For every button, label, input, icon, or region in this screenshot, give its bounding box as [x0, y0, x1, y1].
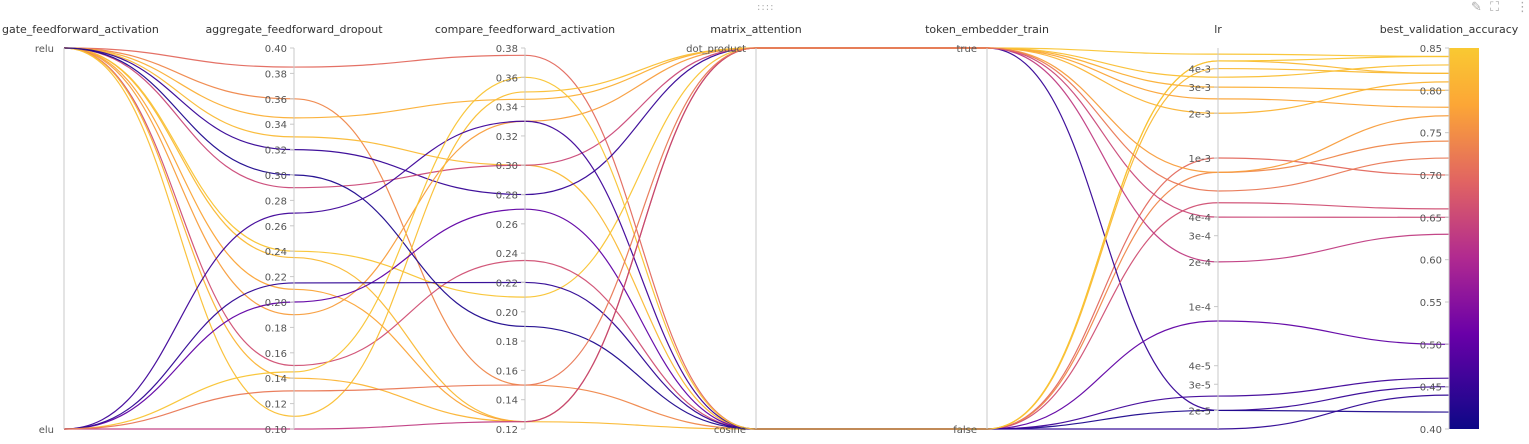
axis-best-validation-accuracy[interactable]: best_validation_accuracy 0.85 0.80 0.75 0.70… [1380, 23, 1519, 436]
run-trace[interactable] [63, 47, 1450, 430]
axis-aggregate-feedforward-dropout[interactable]: aggregate_feedforward_dropout 0.40 0.38 0.3… [205, 23, 383, 436]
tick-label: 0.36 [496, 73, 518, 84]
tick-label: 0.14 [265, 374, 287, 385]
axis-title: best_validation_accuracy [1380, 23, 1519, 36]
tick-label: 3e-4 [1189, 232, 1212, 243]
tick-label: 0.40 [265, 44, 287, 55]
colorbar [1449, 48, 1479, 429]
tick-label: 2e-4 [1189, 258, 1212, 269]
tick-label: 0.38 [265, 69, 287, 80]
run-trace[interactable] [63, 47, 1450, 430]
tick-label: dot_product [686, 44, 746, 55]
more-vertical-icon[interactable]: ⋮ [1516, 0, 1529, 15]
tick-label: true [956, 44, 977, 55]
tick-label: 0.32 [265, 146, 287, 157]
tick-label: 0.28 [496, 191, 518, 202]
tick-label: 0.65 [1420, 213, 1442, 224]
tick-label: 2e-3 [1189, 109, 1212, 120]
tick-label: 1e-3 [1189, 154, 1212, 165]
axis-title: compare_feedforward_activation [435, 23, 615, 36]
tick-label: 0.30 [496, 161, 518, 172]
tick-label: 0.38 [496, 44, 518, 55]
tick-label: 4e-3 [1189, 65, 1212, 76]
tick-label: 0.10 [265, 425, 287, 436]
tick-label: 4e-5 [1189, 362, 1212, 373]
tick-label: 0.55 [1420, 298, 1442, 309]
tick-label: relu [35, 44, 54, 55]
axis-lr[interactable]: lr 4e-3 3e-3 2e-3 1e-3 4e-4 3e-4 2e-4 1e-4 4e-5 3e… [1189, 23, 1223, 429]
axis-title: gate_feedforward_activation [2, 23, 159, 36]
tick-label: 0.36 [265, 95, 287, 106]
axis-title: aggregate_feedforward_dropout [205, 23, 383, 36]
tick-label: 0.70 [1420, 171, 1442, 182]
tick-label: 0.26 [496, 220, 518, 231]
axis-title: token_embedder_train [925, 23, 1049, 36]
edit-pencil-icon[interactable]: ✎ [1471, 0, 1482, 15]
tick-label: 0.22 [265, 273, 287, 284]
tick-label: 1e-4 [1189, 303, 1212, 314]
tick-label: 0.24 [265, 247, 287, 258]
tick-label: 0.18 [265, 323, 287, 334]
drag-handle-icon[interactable]: :::: [757, 2, 775, 13]
tick-label: 0.20 [496, 308, 518, 319]
tick-label: false [953, 425, 977, 436]
run-trace[interactable] [63, 47, 1450, 316]
tick-label: 0.24 [496, 249, 518, 260]
tick-label: 0.50 [1420, 340, 1442, 351]
tick-label: 0.75 [1420, 129, 1442, 140]
tick-label: 0.30 [265, 171, 287, 182]
tick-label: 0.45 [1420, 383, 1442, 394]
tick-label: 0.34 [265, 120, 287, 131]
tick-label: 0.26 [265, 222, 287, 233]
tick-label: 0.22 [496, 278, 518, 289]
axis-title: matrix_attention [710, 23, 802, 36]
tick-label: 0.34 [496, 103, 518, 114]
tick-label: 3e-3 [1189, 83, 1212, 94]
tick-label: 0.32 [496, 132, 518, 143]
tick-label: 0.20 [265, 298, 287, 309]
tick-label: cosine [714, 425, 746, 436]
tick-label: 3e-5 [1189, 380, 1212, 391]
tick-label: 0.85 [1420, 44, 1442, 55]
expand-icon[interactable]: ⛶ [1490, 0, 1500, 15]
axis-title: lr [1214, 23, 1222, 36]
axis-compare-feedforward-activation[interactable]: compare_feedforward_activation 0.38 0.36 0.… [435, 23, 615, 436]
tick-label: 0.40 [1420, 425, 1442, 436]
tick-label: 0.60 [1420, 256, 1442, 267]
run-trace[interactable] [63, 47, 1450, 298]
tick-label: 2e-5 [1189, 406, 1212, 417]
tick-label: 0.16 [265, 349, 287, 360]
tick-label: 0.12 [496, 425, 518, 436]
run-trace[interactable] [63, 55, 1450, 430]
tick-label: 0.80 [1420, 86, 1442, 97]
tick-label: 0.28 [265, 196, 287, 207]
tick-label: 0.14 [496, 396, 518, 407]
tick-label: elu [39, 425, 54, 436]
tick-label: 0.16 [496, 366, 518, 377]
run-trace[interactable] [63, 47, 1450, 417]
tick-label: 0.18 [496, 337, 518, 348]
tick-label: 4e-4 [1189, 213, 1212, 224]
run-trace[interactable] [63, 47, 1450, 430]
tick-label: 0.12 [265, 400, 287, 411]
run-trace[interactable] [63, 120, 1450, 430]
